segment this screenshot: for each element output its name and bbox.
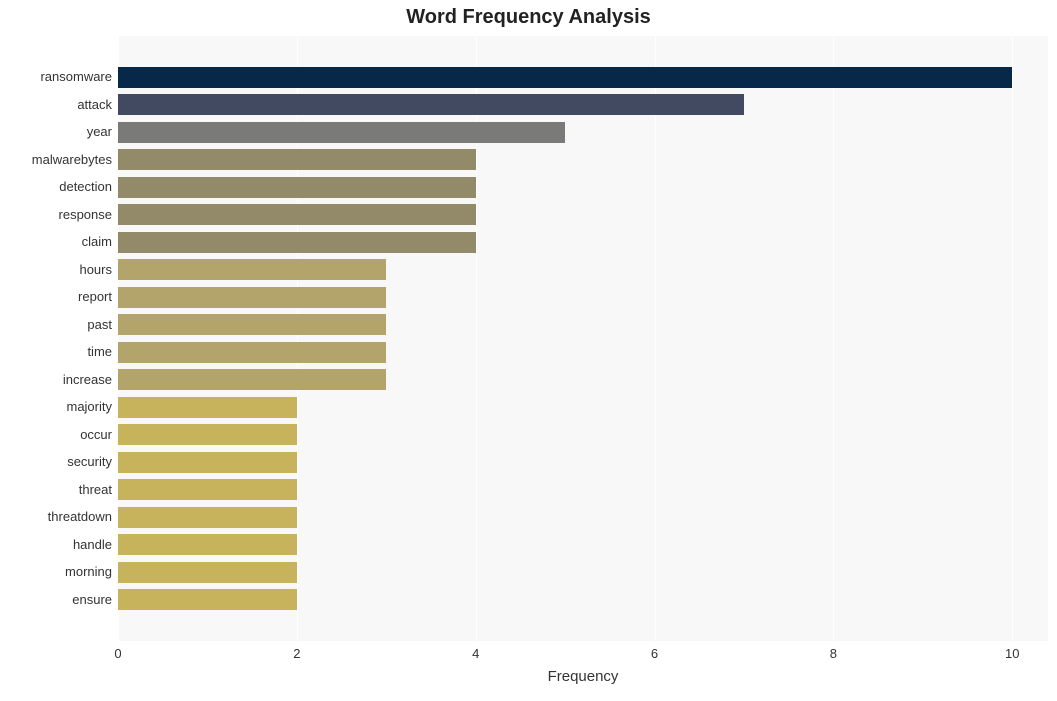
- chart-title: Word Frequency Analysis: [0, 6, 1057, 29]
- y-tick-label: time: [0, 341, 112, 363]
- y-tick-label: threat: [0, 479, 112, 501]
- bar: [118, 507, 297, 528]
- y-tick-label: past: [0, 314, 112, 336]
- plot-area: [118, 36, 1048, 641]
- gridline: [655, 36, 656, 641]
- y-tick-label: report: [0, 286, 112, 308]
- y-tick-label: hours: [0, 259, 112, 281]
- x-axis-title: Frequency: [118, 668, 1048, 685]
- bar: [118, 122, 565, 143]
- bar: [118, 232, 476, 253]
- bar: [118, 424, 297, 445]
- y-tick-label: majority: [0, 396, 112, 418]
- bar: [118, 177, 476, 198]
- bar: [118, 287, 386, 308]
- y-tick-label: increase: [0, 369, 112, 391]
- y-tick-label: response: [0, 204, 112, 226]
- x-tick-label: 0: [114, 646, 121, 661]
- bar: [118, 67, 1012, 88]
- y-tick-label: occur: [0, 424, 112, 446]
- y-tick-label: attack: [0, 94, 112, 116]
- y-tick-label: detection: [0, 176, 112, 198]
- y-tick-label: claim: [0, 231, 112, 253]
- bar: [118, 342, 386, 363]
- bar: [118, 589, 297, 610]
- bar: [118, 479, 297, 500]
- y-tick-label: malwarebytes: [0, 149, 112, 171]
- bar: [118, 534, 297, 555]
- y-tick-label: threatdown: [0, 506, 112, 528]
- bar: [118, 259, 386, 280]
- y-tick-label: year: [0, 121, 112, 143]
- y-tick-label: security: [0, 451, 112, 473]
- bar: [118, 314, 386, 335]
- x-tick-label: 4: [472, 646, 479, 661]
- y-tick-label: ransomware: [0, 66, 112, 88]
- bar: [118, 204, 476, 225]
- bar: [118, 149, 476, 170]
- gridline: [833, 36, 834, 641]
- gridline: [1012, 36, 1013, 641]
- bar: [118, 452, 297, 473]
- bar: [118, 94, 744, 115]
- word-frequency-chart: Word Frequency Analysis Frequency 0 2 4 6 8 1…: [0, 0, 1057, 701]
- bar: [118, 562, 297, 583]
- x-tick-label: 6: [651, 646, 658, 661]
- y-tick-label: morning: [0, 561, 112, 583]
- x-tick-label: 2: [293, 646, 300, 661]
- y-tick-label: ensure: [0, 589, 112, 611]
- bar: [118, 397, 297, 418]
- bar: [118, 369, 386, 390]
- y-tick-label: handle: [0, 534, 112, 556]
- x-tick-label: 10: [1005, 646, 1019, 661]
- x-tick-label: 8: [830, 646, 837, 661]
